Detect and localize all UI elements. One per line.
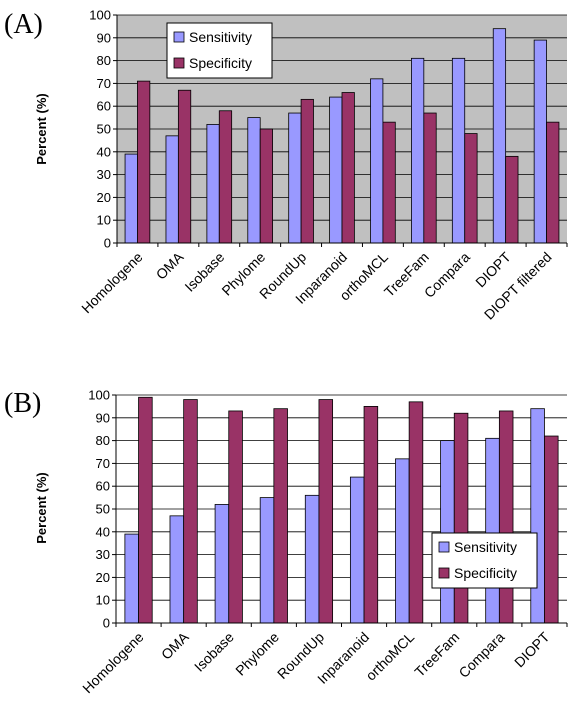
panel-b-bar-sensitivity-treefam <box>440 440 455 624</box>
panel-a-bar-sensitivity-oma <box>165 135 179 244</box>
panel-a-legend: Sensitivity Specificity <box>166 22 273 79</box>
panel-b-bar-specificity-orthomcl <box>408 401 424 624</box>
panel-b-x-category-label: Homologene <box>79 629 147 697</box>
panel-b-bar-specificity-isobase <box>228 410 243 624</box>
panel-b-y-tick-label: 90 <box>96 410 110 425</box>
panel-a: (A) 0 10 20 30 40 50 60 70 80 90 100 Homologene OMA… <box>4 8 568 323</box>
panel-b-x-category-label: TreeFam <box>411 629 462 680</box>
panel-b: (B) 0 10 20 30 40 50 60 70 80 90 100 Homologene OMA… <box>4 388 568 697</box>
panel-b-x-category-label: Isobase <box>191 629 237 675</box>
panel-b-y-tick-label: 80 <box>96 433 110 448</box>
panel-b-x-category-label: DIOPT <box>511 628 553 670</box>
panel-b-legend-label-sensitivity: Sensitivity <box>454 539 517 555</box>
panel-a-y-tick-label: 60 <box>97 99 111 114</box>
panel-a-y-tick-label: 40 <box>97 144 111 159</box>
panel-b-x-category-label: orthoMCL <box>362 629 417 684</box>
panel-b-bar-sensitivity-compara <box>485 437 500 624</box>
panel-a-y-tick-label: 50 <box>97 122 111 137</box>
panel-b-y-tick-label: 70 <box>96 456 110 471</box>
panel-a-y-axis-label: Percent (%) <box>34 93 49 165</box>
panel-b-bar-specificity-treefam <box>453 412 469 624</box>
panel-a-legend-swatch-specificity <box>173 57 185 69</box>
panel-a-bar-specificity-roundup <box>300 98 314 244</box>
panel-a-bar-specificity-inparanoid <box>341 92 355 244</box>
panel-a-legend-label-specificity: Specificity <box>189 55 252 71</box>
panel-a-bar-specificity-compara <box>464 133 478 244</box>
panel-b-bar-specificity-oma <box>183 399 198 624</box>
panel-b-bar-specificity-inparanoid <box>363 405 379 624</box>
panel-b-legend-label-specificity: Specificity <box>454 565 517 581</box>
panel-a-bar-sensitivity-homologene <box>124 153 138 244</box>
panel-a-y-ticks: 0 10 20 30 40 50 60 70 80 90 100 <box>89 8 117 251</box>
panel-a-bar-sensitivity-phylome <box>247 117 261 244</box>
panel-a-x-labels: Homologene OMAIsobasePhylomeRoundUpInpara… <box>78 243 568 323</box>
panel-a-bar-sensitivity-orthomcl <box>370 78 384 244</box>
panel-a-y-tick-label: 90 <box>97 30 111 45</box>
panel-b-legend-swatch-sensitivity <box>438 541 450 553</box>
panel-a-bar-specificity-homologene <box>137 80 151 244</box>
panel-b-bar-sensitivity-oma <box>169 515 185 624</box>
panel-a-bar-specificity-diopt <box>505 155 519 244</box>
panel-a-bar-specificity-oma <box>177 89 192 244</box>
panel-b-bar-specificity-compara <box>498 410 514 624</box>
panel-a-y-tick-label: 80 <box>97 53 111 68</box>
panel-b-letter: (B) <box>4 388 41 419</box>
panel-b-x-category-label: OMA <box>158 628 192 662</box>
panel-b-y-tick-label: 30 <box>96 547 110 562</box>
panel-a-x-category-label: OMA <box>153 248 187 282</box>
panel-a-y-tick-label: 10 <box>97 213 111 228</box>
panel-b-y-tick-label: 40 <box>96 524 110 539</box>
panel-a-letter: (A) <box>4 9 43 40</box>
panel-b-bar-sensitivity-isobase <box>214 504 230 624</box>
panel-a-y-tick-label: 30 <box>97 167 111 182</box>
panel-a-y-tick-label: 0 <box>104 236 111 251</box>
panel-b-bar-specificity-phylome <box>273 408 288 624</box>
panel-a-bar-sensitivity-diopt <box>492 28 507 244</box>
panel-b-legend: Sensitivity Specificity <box>431 532 538 589</box>
panel-b-bar-specificity-homologene <box>138 396 153 624</box>
panel-b-y-tick-label: 60 <box>96 479 110 494</box>
panel-a-bar-specificity-diopt-filtered <box>546 121 560 244</box>
panel-a-bar-specificity-treefam <box>423 112 437 244</box>
panel-b-bar-sensitivity-orthomcl <box>395 458 410 624</box>
panel-b-bar-sensitivity-diopt <box>530 408 545 624</box>
panel-b-x-category-label: Compara <box>455 629 507 681</box>
panel-a-y-tick-label: 20 <box>97 190 111 205</box>
panel-a-bar-sensitivity-diopt-filtered <box>533 39 547 244</box>
panel-b-y-tick-label: 20 <box>96 570 110 585</box>
panel-b-bar-sensitivity-homologene <box>124 533 139 624</box>
panel-b-y-tick-label: 0 <box>103 616 110 631</box>
panel-a-bar-sensitivity-roundup <box>288 112 302 244</box>
panel-b-bar-sensitivity-phylome <box>259 497 275 624</box>
panel-a-bar-specificity-isobase <box>218 110 233 244</box>
panel-a-legend-label-sensitivity: Sensitivity <box>189 29 252 45</box>
panel-a-bar-specificity-orthomcl <box>382 121 396 244</box>
panel-b-bar-sensitivity-roundup <box>304 494 320 624</box>
panel-b-bar-sensitivity-inparanoid <box>349 476 365 624</box>
panel-b-legend-swatch-specificity <box>438 567 450 579</box>
panel-b-x-labels: Homologene OMA IsobasePhylomeRoundUpInpara… <box>79 623 568 697</box>
panel-a-y-tick-label: 70 <box>97 76 111 91</box>
panel-b-bar-specificity-diopt <box>544 435 559 624</box>
panel-b-y-ticks: 0 10 20 30 40 50 60 70 80 90 100 <box>88 388 116 631</box>
panel-b-bar-specificity-roundup <box>318 399 334 624</box>
panel-a-bar-specificity-phylome <box>259 128 273 244</box>
panel-b-y-tick-label: 10 <box>96 593 110 608</box>
panel-a-x-category-label: Homologene <box>78 249 146 317</box>
panel-a-bar-sensitivity-isobase <box>206 124 220 244</box>
panel-b-y-axis-label: Percent (%) <box>34 472 49 544</box>
panel-a-bar-sensitivity-inparanoid <box>329 96 343 244</box>
panel-a-legend-swatch-sensitivity <box>173 31 185 43</box>
panel-a-legend-box <box>166 22 273 79</box>
panel-b-y-tick-label: 50 <box>96 502 110 517</box>
panel-a-bars <box>124 28 560 244</box>
panel-a-y-tick-label: 100 <box>89 8 111 23</box>
panel-a-bar-sensitivity-treefam <box>411 57 425 244</box>
panel-b-y-tick-label: 100 <box>88 388 110 403</box>
panel-a-bar-sensitivity-compara <box>451 57 466 244</box>
panel-a-x-category-label: Compara <box>421 249 473 301</box>
panel-b-legend-box <box>431 532 538 589</box>
